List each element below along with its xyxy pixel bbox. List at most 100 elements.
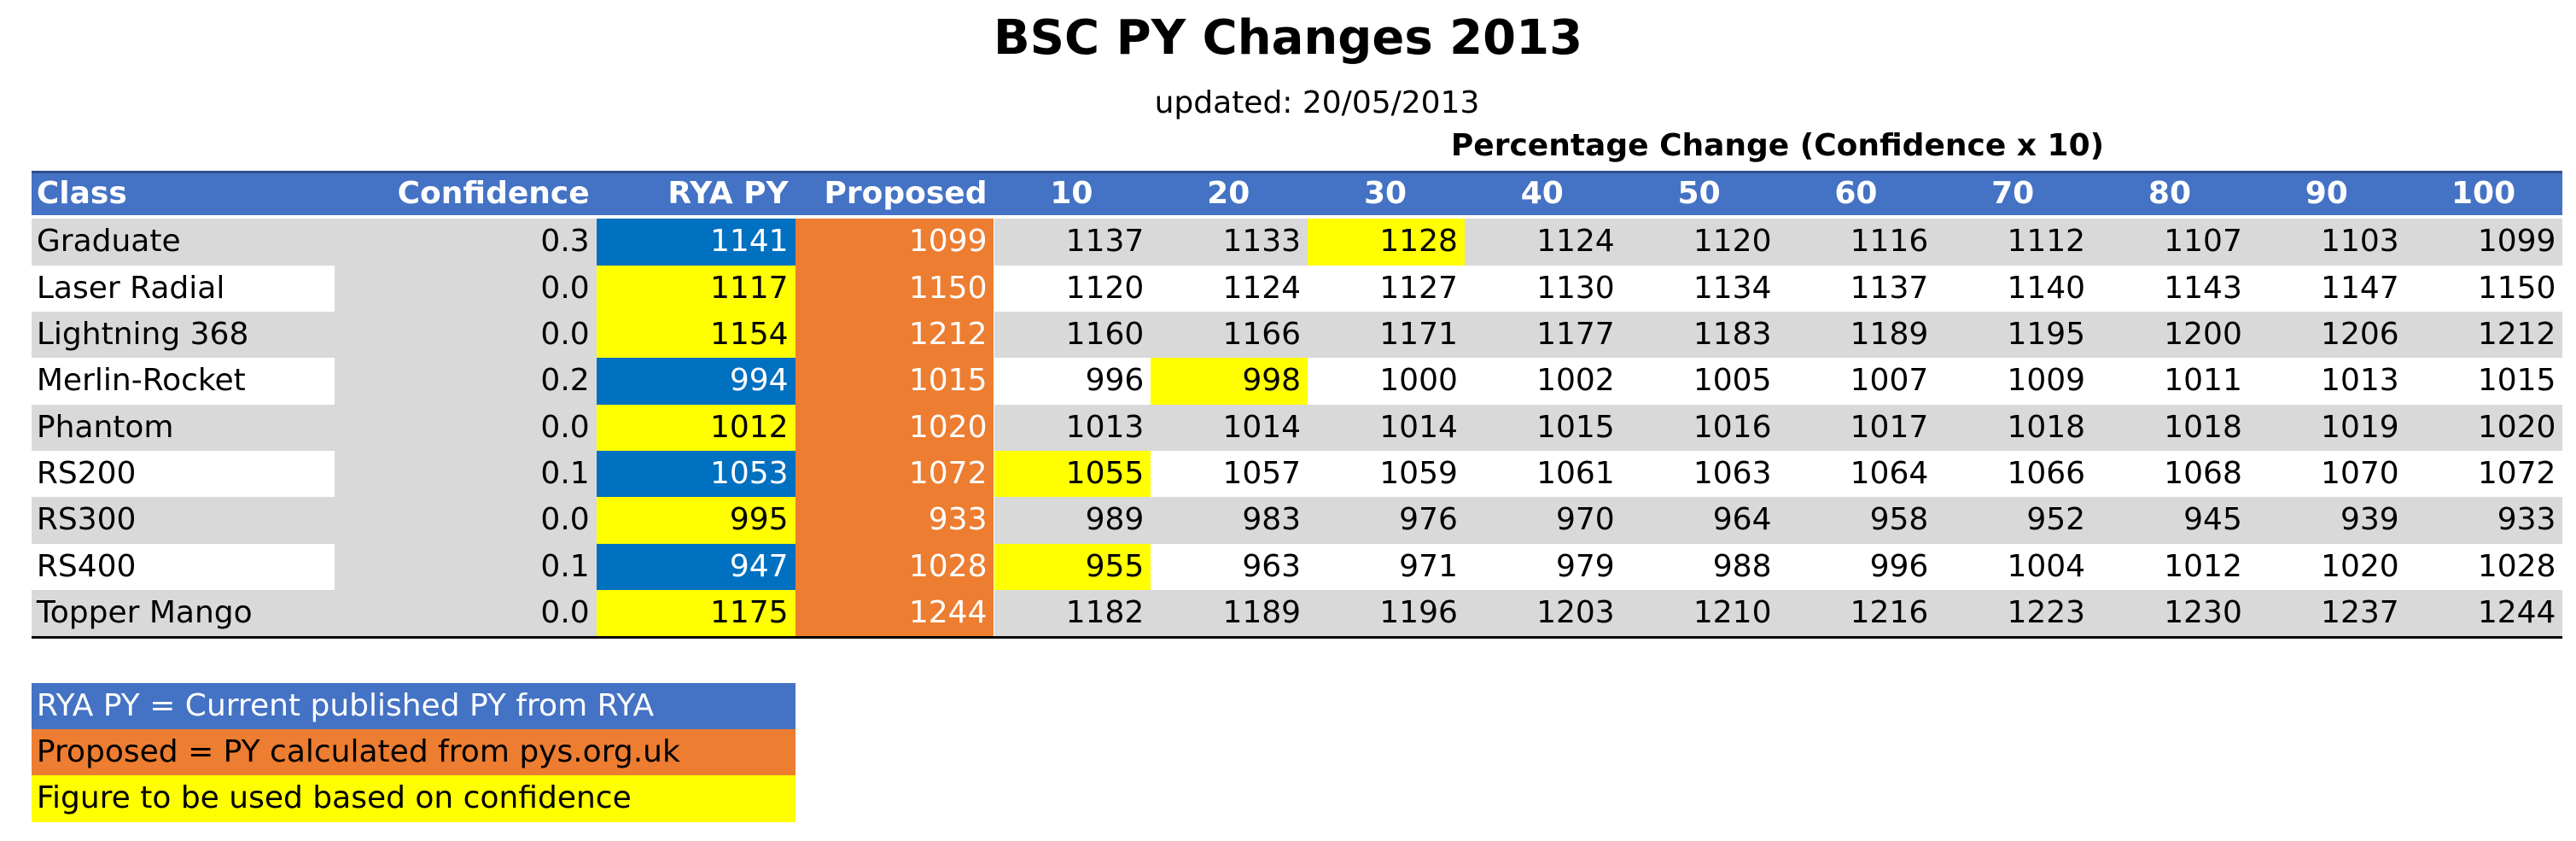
column-header: 10: [1050, 175, 1093, 211]
table-cell: 1244: [2405, 589, 2563, 637]
title: BSC PY Changes 2013: [993, 10, 1583, 66]
table-cell: 970: [1464, 497, 1622, 544]
column-header: Proposed: [824, 175, 988, 211]
legend-item: Figure to be used based on confidence: [31, 775, 796, 822]
legend-item: RYA PY = Current published PY from RYA: [31, 682, 796, 729]
table-cell: 1028: [795, 543, 994, 590]
table-cell: 1055: [994, 450, 1151, 498]
column-header: RYA PY: [667, 175, 789, 211]
table-cell: 1012: [596, 404, 796, 451]
table-cell: 1018: [2092, 404, 2249, 451]
table-cell: 994: [596, 358, 796, 405]
table-cell: 0.3: [335, 219, 597, 266]
table-cell: 1107: [2092, 219, 2249, 266]
table-cell: 1147: [2248, 265, 2406, 312]
row-label: Lightning 368: [31, 311, 335, 359]
column-header: 100: [2451, 175, 2516, 211]
table-cell: 1015: [2405, 358, 2563, 405]
table-cell: 1177: [1464, 311, 1622, 359]
table-cell: 1212: [2405, 311, 2563, 359]
table-cell: 1004: [1935, 543, 2093, 590]
table-cell: 1013: [994, 404, 1151, 451]
table-cell: 1020: [2405, 404, 2563, 451]
table-cell: 1182: [994, 589, 1151, 637]
table-cell: 1112: [1935, 219, 2093, 266]
table-cell: 1014: [1308, 404, 1465, 451]
group-header: Percentage Change (Confidence x 10): [1450, 128, 2105, 163]
table-cell: 1150: [2405, 265, 2563, 312]
table-cell: 1011: [2092, 358, 2249, 405]
table-cell: 976: [1308, 497, 1465, 544]
row-label: RS300: [31, 497, 335, 544]
table-cell: 1154: [596, 311, 796, 359]
table-cell: 1063: [1621, 450, 1779, 498]
table-cell: 1099: [2405, 219, 2563, 266]
table-cell: 1124: [1464, 219, 1622, 266]
row-label: Topper Mango: [31, 589, 335, 637]
column-header: Confidence: [397, 175, 590, 211]
row-label: Phantom: [31, 404, 335, 451]
table-cell: 1127: [1308, 265, 1465, 312]
table-cell: 947: [596, 543, 796, 590]
table-cell: 1018: [1935, 404, 2093, 451]
table-cell: 1200: [2092, 311, 2249, 359]
table-cell: 979: [1464, 543, 1622, 590]
subtitle: updated: 20/05/2013: [1154, 85, 1480, 120]
table-cell: 1120: [994, 265, 1151, 312]
table-cell: 955: [994, 543, 1151, 590]
table-cell: 963: [1151, 543, 1308, 590]
column-header: 20: [1207, 175, 1250, 211]
table-cell: 1057: [1151, 450, 1308, 498]
table-cell: 1061: [1464, 450, 1622, 498]
table-cell: 1196: [1308, 589, 1465, 637]
table-cell: 1189: [1151, 589, 1308, 637]
table-cell: 933: [795, 497, 994, 544]
table-cell: 1212: [795, 311, 994, 359]
table-cell: 1000: [1308, 358, 1465, 405]
table-cell: 1009: [1935, 358, 2093, 405]
table-cell: 939: [2248, 497, 2406, 544]
table-cell: 0.0: [335, 265, 597, 312]
table-cell: 1137: [994, 219, 1151, 266]
table-cell: 995: [596, 497, 796, 544]
table-cell: 1195: [1935, 311, 2093, 359]
table-cell: 1134: [1621, 265, 1779, 312]
table-cell: 1028: [2405, 543, 2563, 590]
table-cell: 1066: [1935, 450, 2093, 498]
table-cell: 1070: [2248, 450, 2406, 498]
table-cell: 958: [1778, 497, 1936, 544]
table-cell: 1141: [596, 219, 796, 266]
column-header: Class: [36, 175, 127, 211]
table-cell: 1099: [795, 219, 994, 266]
table-cell: 1171: [1308, 311, 1465, 359]
table-cell: 1140: [1935, 265, 2093, 312]
table-cell: 1072: [2405, 450, 2563, 498]
table-cell: 0.1: [335, 450, 597, 498]
table-cell: 1133: [1151, 219, 1308, 266]
table-bottom-border: [31, 636, 2563, 640]
column-header: 90: [2305, 175, 2348, 211]
table-cell: 1014: [1151, 404, 1308, 451]
table-cell: 1120: [1621, 219, 1779, 266]
row-label: Merlin-Rocket: [31, 358, 335, 405]
table-cell: 1130: [1464, 265, 1622, 312]
legend-item: Proposed = PY calculated from pys.org.uk: [31, 728, 796, 776]
table-cell: 1183: [1621, 311, 1779, 359]
table-cell: 998: [1151, 358, 1308, 405]
table-cell: 0.0: [335, 311, 597, 359]
table-cell: 1143: [2092, 265, 2249, 312]
table-cell: 1020: [2248, 543, 2406, 590]
table-cell: 1015: [1464, 404, 1622, 451]
table-cell: 1116: [1778, 219, 1936, 266]
table-cell: 971: [1308, 543, 1465, 590]
table-cell: 1013: [2248, 358, 2406, 405]
table-cell: 1230: [2092, 589, 2249, 637]
table-cell: 1005: [1621, 358, 1779, 405]
table-cell: 0.0: [335, 404, 597, 451]
row-label: RS200: [31, 450, 335, 498]
table-cell: 1216: [1778, 589, 1936, 637]
table-cell: 983: [1151, 497, 1308, 544]
table-cell: 996: [1778, 543, 1936, 590]
table-cell: 952: [1935, 497, 2093, 544]
